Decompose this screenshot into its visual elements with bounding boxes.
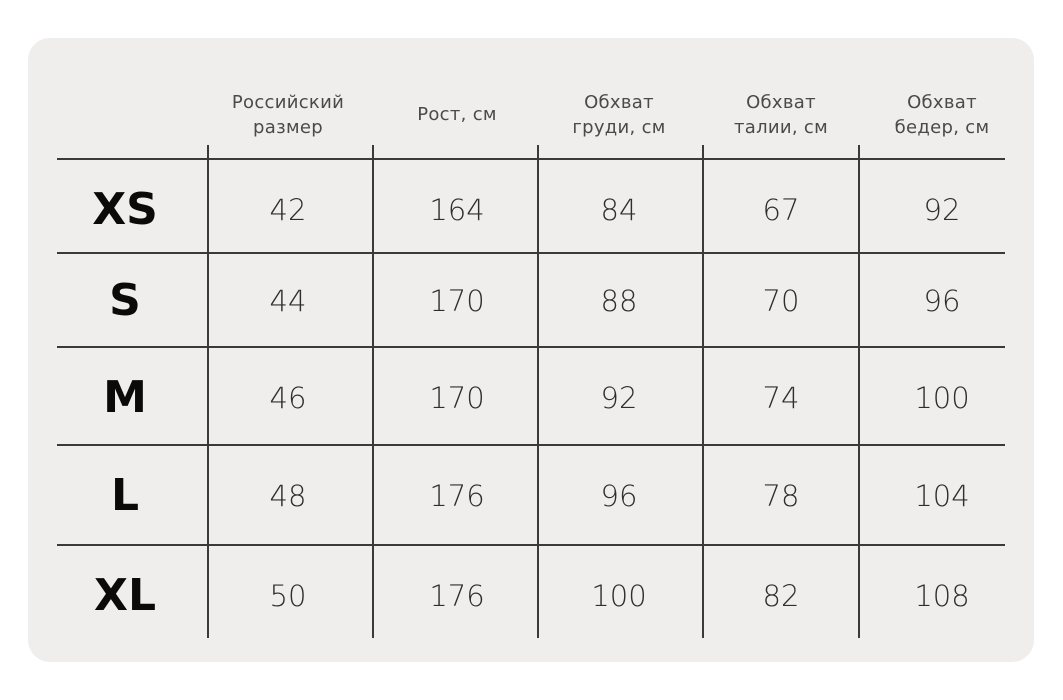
table-cell: 176 [429,579,485,613]
column-header: Обхват груди, см [572,92,666,138]
column-header: Рост, см [417,104,497,125]
size-label: XS [92,184,158,235]
column-header: Обхват талии, см [733,92,829,138]
table-cell: 78 [762,479,800,513]
size-chart-card [28,38,1034,662]
table-cell: 96 [600,479,638,513]
row-divider [57,252,1005,254]
table-cell: 44 [269,284,307,318]
table-cell: 88 [600,284,638,318]
table-cell: 176 [429,479,485,513]
column-header: Российский размер [231,92,345,138]
table-cell: 84 [600,193,638,227]
table-cell: 82 [762,579,800,613]
table-cell: 42 [269,193,307,227]
table-cell: 104 [914,479,970,513]
table-cell: 70 [762,284,800,318]
size-label: M [103,372,147,423]
column-header: Обхват бедер, см [894,92,990,138]
table-cell: 108 [914,579,970,613]
table-cell: 92 [600,381,638,415]
table-cell: 170 [429,284,485,318]
column-divider [537,145,539,638]
table-cell: 100 [914,381,970,415]
table-cell: 96 [923,284,961,318]
table-cell: 48 [269,479,307,513]
table-cell: 74 [762,381,800,415]
row-divider [57,158,1005,160]
size-label: XL [94,570,156,621]
column-divider [702,145,704,638]
row-divider [57,346,1005,348]
table-cell: 170 [429,381,485,415]
table-cell: 92 [923,193,961,227]
row-divider [57,444,1005,446]
row-divider [57,544,1005,546]
table-cell: 164 [429,193,485,227]
table-cell: 50 [269,579,307,613]
table-cell: 100 [591,579,647,613]
column-divider [372,145,374,638]
column-divider [858,145,860,638]
column-divider [207,145,209,638]
size-label: L [110,470,140,521]
table-cell: 46 [269,381,307,415]
size-label: S [109,275,141,326]
table-cell: 67 [762,193,800,227]
